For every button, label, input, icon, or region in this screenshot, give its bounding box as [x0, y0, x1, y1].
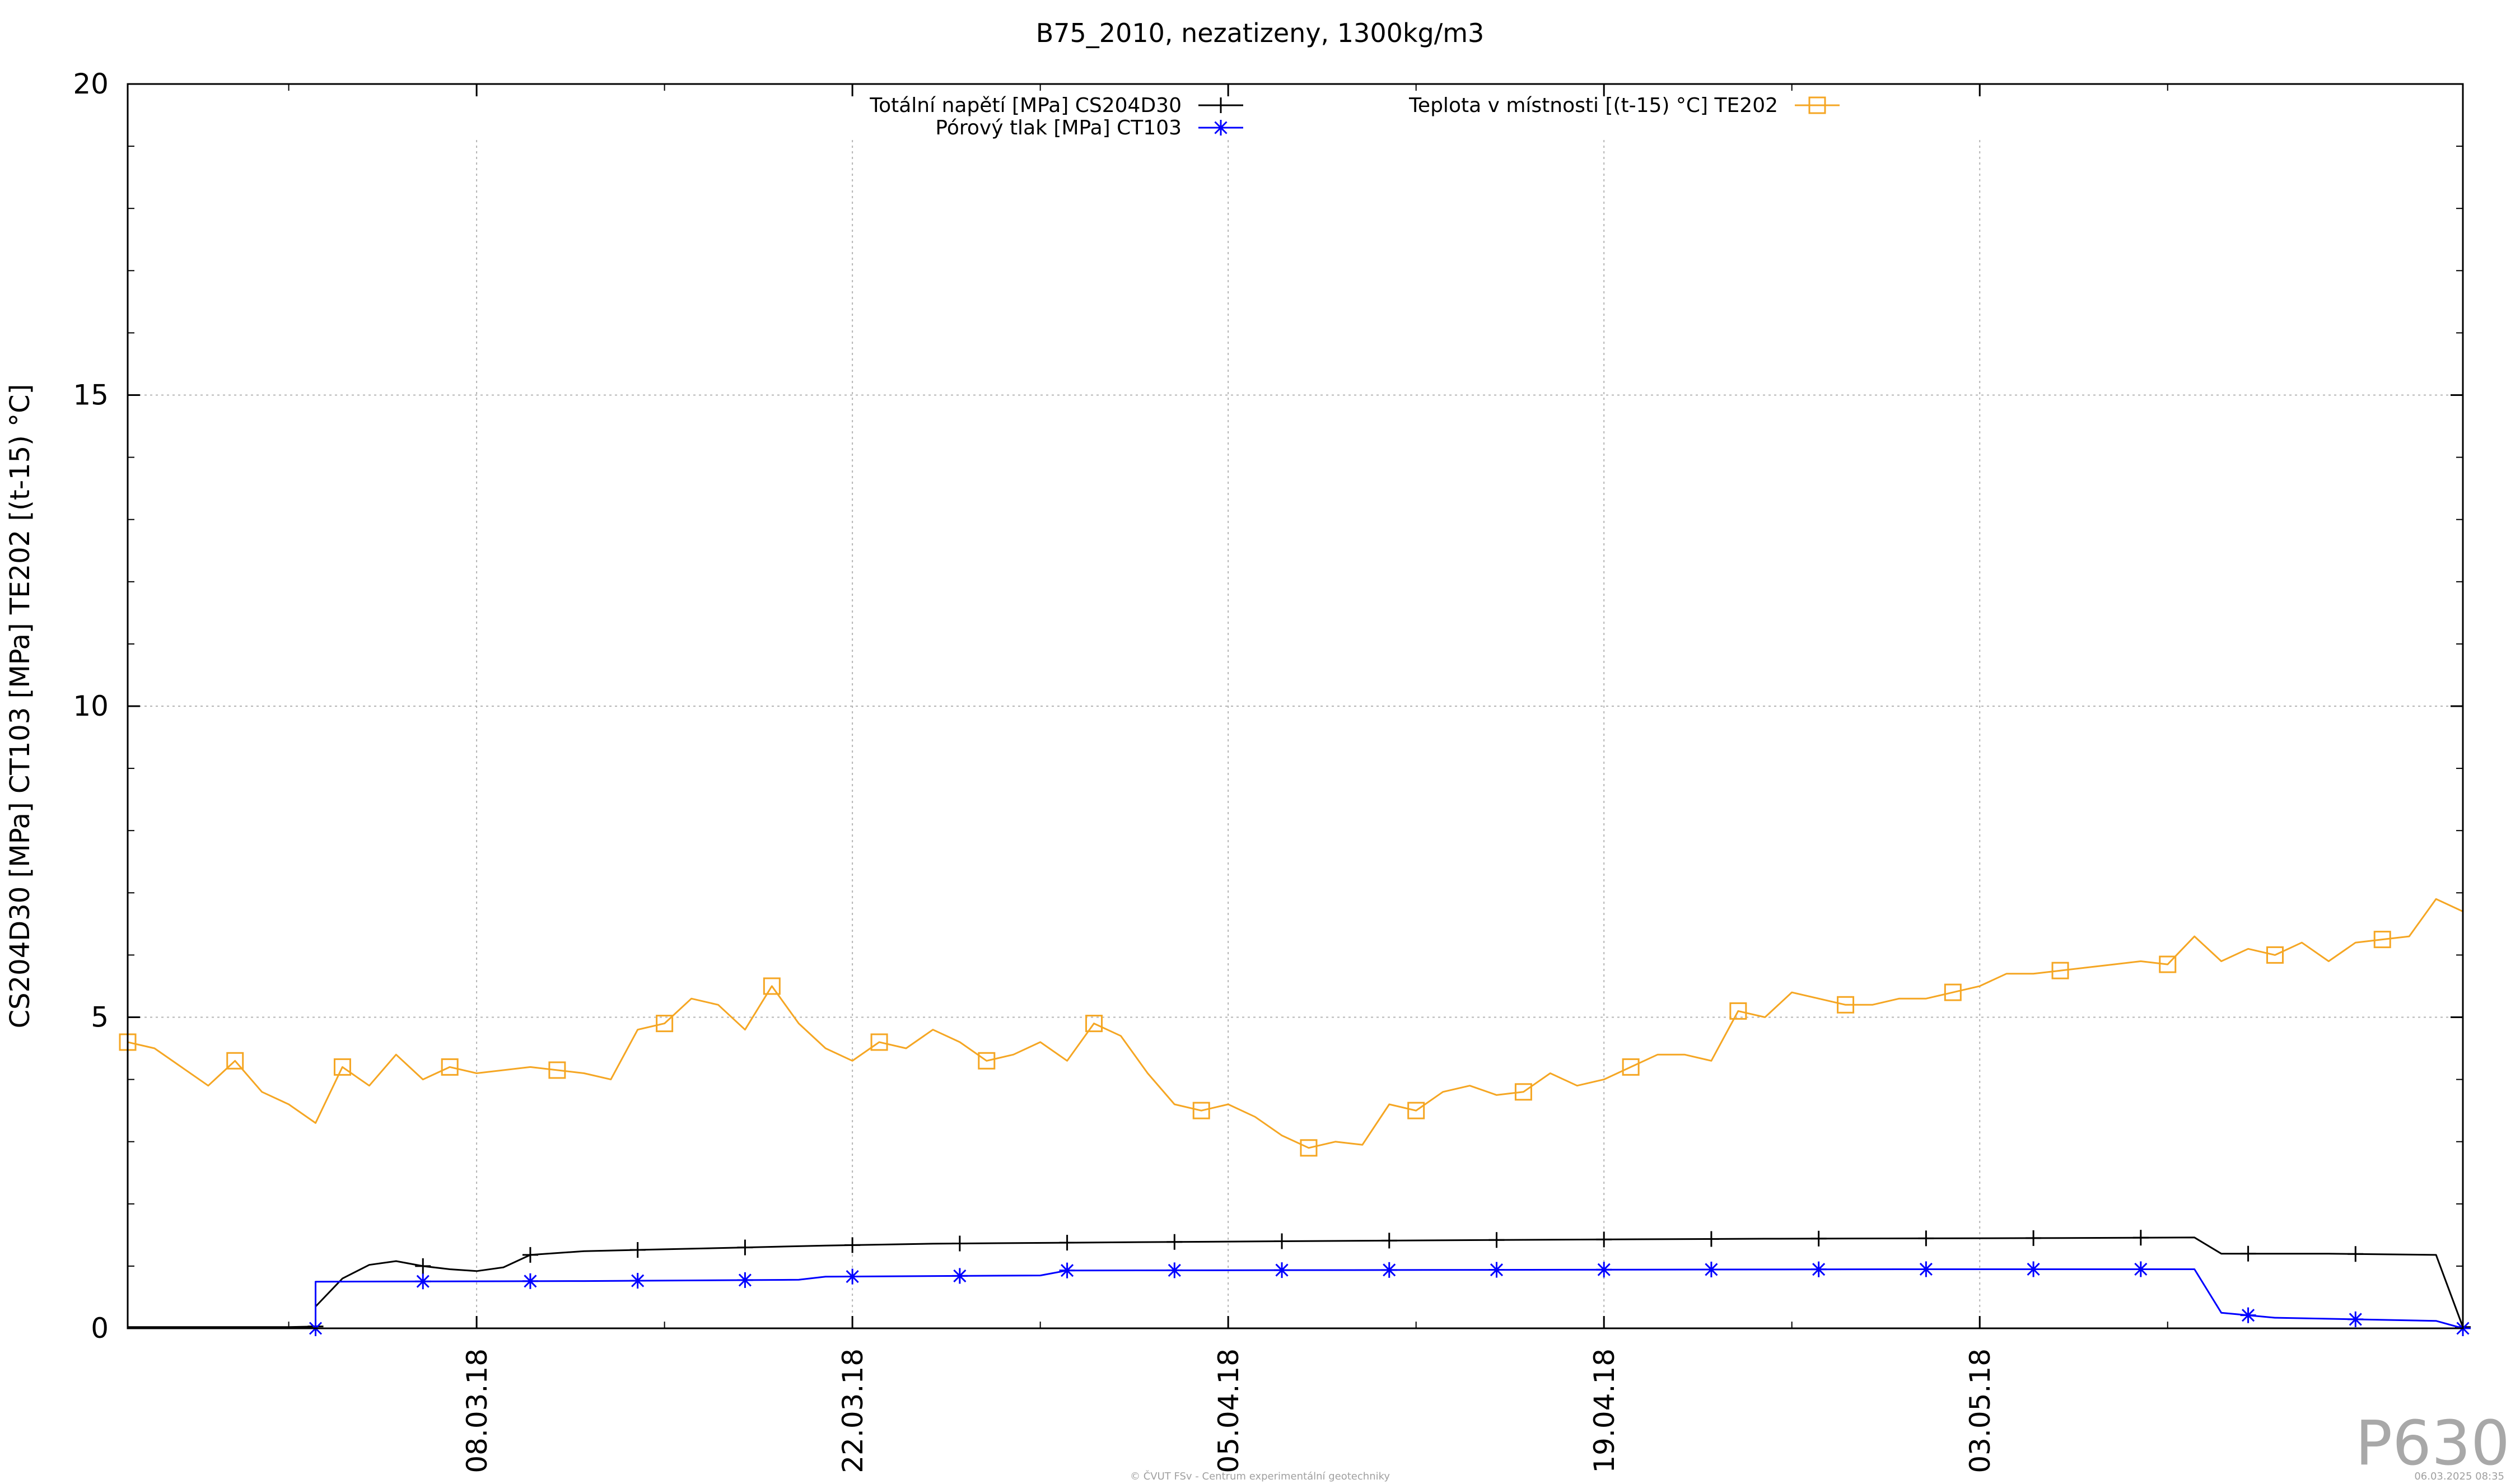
series-marker [1166, 1262, 1183, 1278]
series-marker [2132, 1230, 2149, 1246]
series-marker [1059, 1235, 1075, 1251]
series-line [127, 898, 2463, 1149]
y-axis-label: CS204D30 [MPa] CT103 [MPa] TE202 [(t-15)… [4, 384, 36, 1029]
series-marker [1944, 983, 1962, 1001]
series-marker [1407, 1102, 1425, 1119]
x-tick-label: 19.04.18 [1588, 1348, 1621, 1473]
footer-credit: © ČVUT FSv - Centrum experimentální geot… [1130, 1470, 1390, 1482]
series-marker [951, 1268, 968, 1284]
series-marker [2348, 1246, 2364, 1262]
series-marker [1381, 1233, 1397, 1249]
series-marker [1166, 1234, 1183, 1250]
series-marker [1596, 1262, 1612, 1278]
series-marker [1085, 1015, 1103, 1033]
series-marker [333, 1058, 351, 1076]
axes: 0 5 10 15 20 08.03.18 22.03.18 05.04.18 19.04.18… [73, 68, 2463, 1473]
series-marker [415, 1258, 431, 1274]
series-marker [1596, 1231, 1612, 1248]
series-marker [2026, 1230, 2042, 1246]
series-marker [1274, 1233, 1290, 1249]
series-marker [522, 1273, 538, 1289]
series-marker [629, 1273, 646, 1289]
series-marker [1837, 996, 1855, 1014]
series-marker [522, 1247, 538, 1263]
footer-timestamp: 06.03.2025 08:35 [2414, 1471, 2504, 1482]
series-marker [737, 1272, 753, 1288]
series-marker [951, 1235, 968, 1252]
series-marker [1192, 1102, 1210, 1119]
series-marker [441, 1058, 459, 1076]
watermark: P630 [2355, 1407, 2510, 1479]
series-line [128, 1268, 2463, 1329]
series-marker [2373, 931, 2391, 949]
series-marker [2159, 955, 2177, 973]
series-marker [763, 977, 781, 995]
series-marker [2051, 962, 2069, 979]
y-tick-label: 20 [73, 68, 109, 100]
series-marker [1918, 1261, 1934, 1277]
legend-marker [1213, 97, 1229, 113]
series-marker [1810, 1230, 1827, 1247]
series-marker [2348, 1311, 2364, 1327]
x-tick-label: 08.03.18 [461, 1348, 493, 1473]
series-marker [978, 1052, 996, 1070]
series-marker [1488, 1232, 1505, 1248]
series-marker [2266, 946, 2284, 964]
series-marker [1381, 1262, 1397, 1278]
y-tick-label: 0 [91, 1312, 109, 1345]
chart-title: B75_2010, nezatizeny, 1300kg/m3 [1036, 18, 1485, 48]
x-tick-label: 03.05.18 [1964, 1348, 1996, 1473]
series-marker [1274, 1262, 1290, 1278]
series-marker [2240, 1245, 2256, 1262]
legend-label: Totální napětí [MPa] CS204D30 [869, 94, 1182, 117]
series-marker [548, 1061, 566, 1079]
series-marker [226, 1052, 244, 1070]
series-marker [1300, 1139, 1318, 1157]
legend-label: Pórový tlak [MPa] CT103 [935, 116, 1182, 139]
series-marker [1622, 1058, 1640, 1076]
series-marker [870, 1033, 888, 1051]
x-tick-label: 05.04.18 [1212, 1348, 1245, 1473]
series-marker [656, 1015, 674, 1033]
legend-marker [1808, 96, 1826, 114]
series-marker [2026, 1261, 2042, 1277]
x-tick-label: 22.03.18 [837, 1348, 869, 1473]
series-marker [2132, 1261, 2149, 1277]
series-marker [415, 1273, 431, 1290]
y-tick-label: 10 [73, 690, 109, 722]
series-marker [1514, 1083, 1532, 1101]
series-marker [1729, 1002, 1747, 1020]
plot-series [119, 898, 2471, 1336]
series-marker [1488, 1262, 1505, 1278]
grid [128, 140, 2463, 1328]
series-marker [844, 1268, 861, 1285]
y-tick-label: 15 [73, 379, 109, 412]
y-tick-label: 5 [91, 1001, 109, 1034]
series-marker [1918, 1230, 1934, 1247]
series-marker [1703, 1261, 1719, 1277]
legend-marker [1213, 120, 1229, 136]
series-marker [844, 1237, 861, 1253]
legend-label: Teplota v místnosti [(t-15) °C] TE202 [1408, 94, 1778, 117]
series-marker [1703, 1231, 1719, 1247]
series-marker [737, 1239, 753, 1256]
series-marker [629, 1242, 646, 1258]
series-marker [1059, 1262, 1075, 1278]
series-marker [2240, 1307, 2256, 1323]
series-marker [1810, 1261, 1827, 1277]
